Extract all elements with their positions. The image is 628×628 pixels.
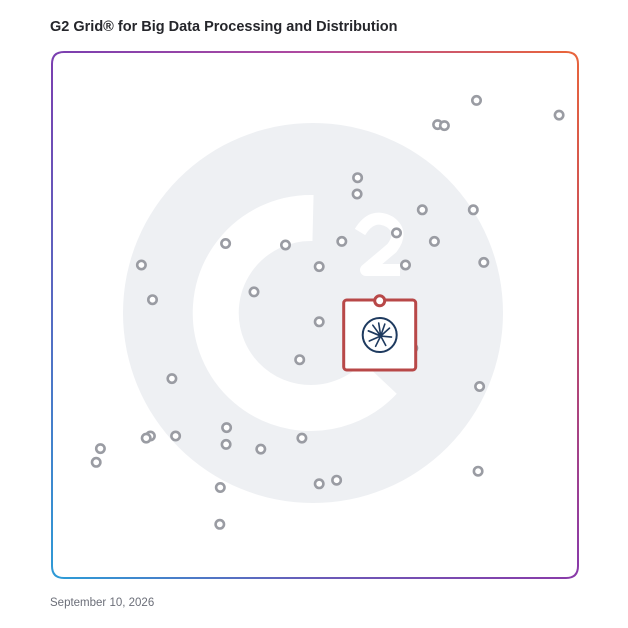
vendor-point-5[interactable] bbox=[352, 172, 364, 184]
vendor-point-35[interactable] bbox=[331, 474, 343, 486]
vendor-point-27[interactable] bbox=[170, 430, 182, 442]
vendor-point-20[interactable] bbox=[313, 316, 325, 328]
data-points bbox=[90, 94, 565, 530]
vendor-point-8[interactable] bbox=[467, 204, 479, 216]
vendor-point-37[interactable] bbox=[214, 481, 226, 493]
vendor-point-22[interactable] bbox=[294, 354, 306, 366]
vendor-point-28[interactable] bbox=[94, 443, 106, 455]
vendor-point-31[interactable] bbox=[296, 432, 308, 444]
vendor-logo-icon bbox=[361, 317, 398, 353]
vendor-point-9[interactable] bbox=[390, 227, 402, 239]
vendor-point-30[interactable] bbox=[220, 438, 232, 450]
vendor-point-29[interactable] bbox=[140, 432, 152, 444]
vendor-point-11[interactable] bbox=[336, 235, 348, 247]
vendor-point-19[interactable] bbox=[147, 294, 159, 306]
vendor-point-4[interactable] bbox=[470, 94, 482, 106]
vendor-point-6[interactable] bbox=[351, 188, 363, 200]
vendor-point-38[interactable] bbox=[214, 518, 226, 530]
vendor-point-16[interactable] bbox=[313, 261, 325, 273]
vendor-point-24[interactable] bbox=[166, 373, 178, 385]
vendor-point-32[interactable] bbox=[255, 443, 267, 455]
vendor-point-13[interactable] bbox=[220, 238, 232, 250]
grid-frame bbox=[51, 51, 579, 579]
vendor-point-10[interactable] bbox=[428, 235, 440, 247]
vendor-point-25[interactable] bbox=[221, 422, 233, 434]
vendor-point-33[interactable] bbox=[90, 456, 102, 468]
vendor-point-14[interactable] bbox=[478, 256, 490, 268]
vendor-point-23[interactable] bbox=[474, 380, 486, 392]
vendor-point-7[interactable] bbox=[416, 204, 428, 216]
vendor-point-17[interactable] bbox=[135, 259, 147, 271]
vendor-point-18[interactable] bbox=[248, 286, 260, 298]
g2-logo-watermark bbox=[123, 123, 503, 503]
highlighted-vendor[interactable] bbox=[342, 294, 418, 372]
report-date: September 10, 2026 bbox=[50, 597, 155, 609]
vendor-point-3[interactable] bbox=[553, 109, 565, 121]
vendor-point-2[interactable] bbox=[438, 120, 450, 132]
vendor-point-12[interactable] bbox=[279, 239, 291, 251]
vendor-point-36[interactable] bbox=[313, 478, 325, 490]
highlight-marker[interactable] bbox=[373, 294, 387, 308]
vendor-point-15[interactable] bbox=[399, 259, 411, 271]
page-title: G2 Grid® for Big Data Processing and Dis… bbox=[50, 19, 398, 35]
vendor-point-34[interactable] bbox=[472, 465, 484, 477]
